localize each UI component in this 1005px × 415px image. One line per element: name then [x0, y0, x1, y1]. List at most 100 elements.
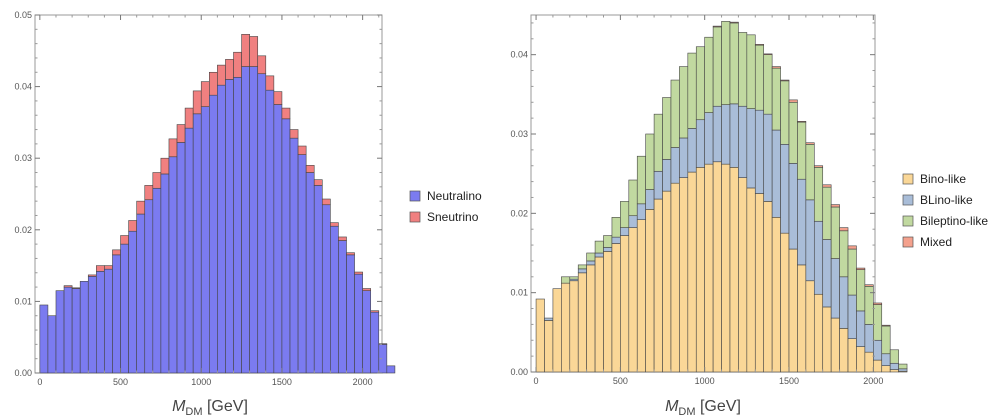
bar-mixed [873, 302, 883, 305]
bar-bileptino-like [561, 276, 571, 284]
bar-bino-like [839, 328, 849, 373]
bar-bileptino-like [695, 46, 705, 121]
x-tick-label: 500 [113, 377, 128, 387]
bar-bino-like [754, 193, 765, 373]
x-axis-title-unit: [GeV] [203, 398, 248, 415]
bar-bileptino-like [645, 133, 655, 190]
bar-blino-like [822, 239, 832, 308]
bar-sneutrino [241, 34, 250, 67]
bar-mixed [771, 66, 781, 69]
bar-blino-like [881, 353, 891, 366]
bar-sneutrino [200, 81, 210, 107]
bar-bileptino-like [864, 286, 874, 325]
bar-blino-like [763, 113, 773, 202]
bar-bino-like [577, 272, 587, 373]
bar-blino-like [653, 170, 663, 200]
bar-blino-like [628, 215, 638, 228]
bar-bino-like [620, 235, 630, 373]
bar-sneutrino [225, 59, 234, 80]
bar-sneutrino [184, 107, 194, 129]
bar-bino-like [704, 163, 714, 373]
bar-blino-like [603, 247, 613, 252]
bar-bino-like [653, 198, 663, 373]
bar-sneutrino [63, 285, 73, 288]
bar-neutralino [257, 73, 267, 374]
bar-bino-like [569, 280, 579, 373]
y-tick-label: 0.00 [510, 367, 528, 377]
bar-neutralino [241, 66, 250, 374]
bar-bino-like [847, 338, 857, 373]
bar-blino-like [594, 252, 604, 258]
bar-bileptino-like [586, 252, 596, 262]
bar-bileptino-like [771, 67, 781, 131]
bar-neutralino [160, 173, 170, 374]
bar-bino-like [628, 227, 638, 373]
bar-bino-like [670, 182, 680, 373]
bar-neutralino [200, 106, 210, 374]
bar-sneutrino [120, 235, 129, 245]
bar-blino-like [645, 189, 655, 210]
bar-neutralino [362, 290, 372, 374]
x-tick-label: 2000 [863, 376, 883, 386]
bar-mixed [712, 25, 722, 28]
bar-bino-like [738, 177, 748, 373]
bar-bileptino-like [704, 36, 714, 113]
bar-mixed [847, 245, 857, 250]
bar-bino-like [729, 167, 739, 373]
bar-bileptino-like [898, 363, 908, 370]
y-tick-label: 0.01 [14, 296, 32, 306]
bar-sneutrino [338, 236, 347, 241]
bar-bileptino-like [813, 167, 824, 222]
bar-bileptino-like [847, 248, 857, 296]
bar-neutralino [273, 104, 283, 374]
y-tick-label: 0.02 [510, 208, 528, 218]
bar-bileptino-like [594, 240, 604, 254]
bar-bileptino-like [856, 269, 866, 312]
bar-blino-like [780, 144, 790, 234]
bar-bino-like [864, 351, 874, 373]
bar-bino-like [586, 264, 596, 373]
bar-sneutrino [112, 249, 121, 256]
bar-mixed [788, 99, 798, 103]
bar-blino-like [805, 199, 815, 282]
bar-sneutrino [313, 179, 323, 186]
y-tick-label: 0.02 [14, 225, 32, 235]
bar-neutralino [346, 254, 355, 374]
bar-sneutrino [144, 185, 154, 201]
bar-mixed [729, 21, 739, 24]
bar-neutralino [63, 286, 73, 374]
y-tick-label: 0.00 [14, 368, 32, 378]
bar-bino-like [830, 317, 840, 373]
bar-blino-like [839, 276, 849, 329]
bar-blino-like [864, 324, 874, 353]
bar-blino-like [670, 147, 680, 184]
bar-neutralino [289, 137, 299, 374]
bar-mixed [813, 165, 824, 168]
legend-label: Bileptino-like [920, 214, 988, 228]
legend-label: Mixed [920, 235, 952, 249]
chart-panel-1: 0 500 1000 1500 2000 0.00 0.01 0.02 0.03 0.04 0.05… [14, 10, 482, 415]
bar-bileptino-like [763, 54, 773, 115]
bar-sneutrino [330, 222, 339, 227]
bar-mixed [797, 121, 807, 123]
bar-bileptino-like [611, 217, 621, 238]
bar-bileptino-like [577, 264, 587, 270]
bar-bileptino-like [679, 66, 689, 139]
bar-bileptino-like [636, 155, 646, 205]
x-tick-label: 2000 [353, 377, 373, 387]
bar-bino-like [763, 201, 773, 373]
bar-bileptino-like [839, 230, 849, 278]
y-tick-label: 0.03 [510, 129, 528, 139]
x-axis-title-sub: DM [678, 406, 695, 415]
bar-bileptino-like [729, 22, 739, 105]
bar-mixed [754, 44, 765, 46]
bar-sneutrino [370, 310, 380, 313]
bar-sneutrino [297, 145, 307, 155]
bar-neutralino [192, 113, 202, 374]
bar-blino-like [695, 119, 705, 168]
x-tick-label: 500 [613, 376, 628, 386]
bar-blino-like [873, 339, 883, 361]
bar-bino-like [788, 248, 798, 373]
bar-sneutrino [192, 90, 202, 115]
x-tick-label: 0 [534, 376, 539, 386]
